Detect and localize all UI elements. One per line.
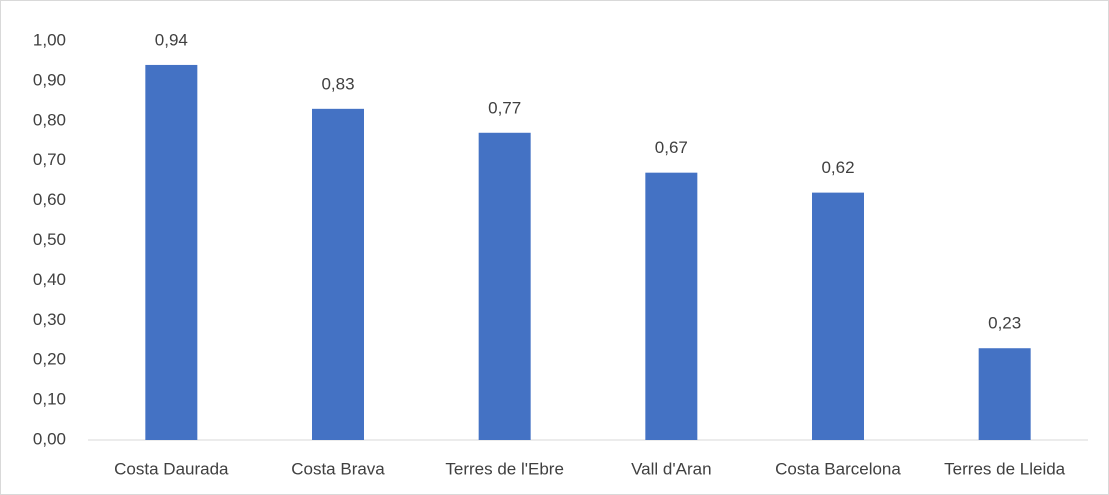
x-tick-label: Costa Daurada [114,459,229,478]
value-label: 0,62 [821,158,854,177]
y-tick-label: 0,70 [33,150,66,169]
bar [645,172,698,441]
x-tick-label: Terres de Lleida [944,459,1066,478]
x-tick-label: Costa Barcelona [775,459,901,478]
y-tick-label: 0,10 [33,390,66,409]
y-tick-label: 0,50 [33,230,66,249]
value-label: 0,77 [488,98,521,117]
y-tick-label: 1,00 [33,30,66,49]
x-tick-label: Terres de l'Ebre [445,459,564,478]
x-tick-label: Vall d'Aran [631,459,711,478]
y-tick-label: 0,90 [33,70,66,89]
y-tick-label: 0,20 [33,350,66,369]
y-tick-label: 0,40 [33,270,66,289]
value-label: 0,83 [321,74,354,93]
bar [812,192,864,440]
y-tick-label: 0,30 [33,310,66,329]
bar [312,108,364,440]
value-label: 0,67 [655,138,688,157]
y-tick-label: 0,60 [33,190,66,209]
value-label: 0,23 [988,314,1021,333]
x-tick-label: Costa Brava [291,459,385,478]
bar [145,64,198,440]
y-tick-label: 0,80 [33,110,66,129]
value-label: 0,94 [155,30,188,49]
y-tick-label: 0,00 [33,429,66,448]
bar [478,132,531,440]
bar [978,348,1031,440]
